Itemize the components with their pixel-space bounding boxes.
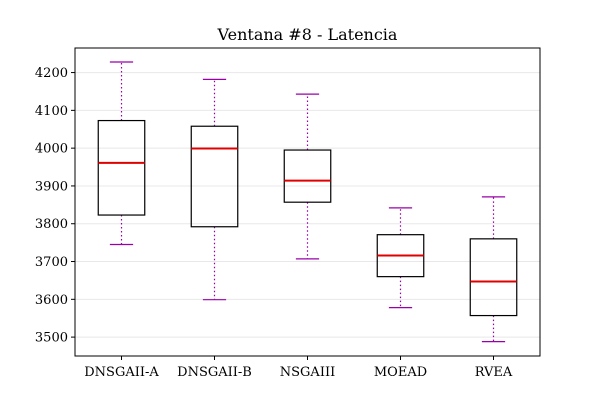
box-nsgaiii — [283, 93, 332, 260]
y-tick-label: 4000 — [35, 142, 68, 157]
y-tick-label: 3700 — [35, 255, 68, 270]
iqr-box — [469, 238, 518, 317]
y-tick-label: 3500 — [35, 331, 68, 346]
x-tick-label: DNSGAII-A — [84, 365, 159, 380]
x-axis: DNSGAII-A DNSGAII-B NSGAIII MOEAD RVEA — [84, 356, 513, 380]
box-rvea — [469, 196, 518, 343]
x-tick-label: DNSGAII-B — [177, 365, 252, 380]
box-moead — [376, 207, 425, 309]
grid-lines — [75, 72, 540, 338]
chart-title: Ventana #8 - Latencia — [217, 25, 398, 44]
y-tick-label: 3800 — [35, 217, 68, 232]
x-tick-label: RVEA — [475, 365, 513, 380]
box-dnsgaii-a — [97, 61, 146, 246]
x-tick-label: MOEAD — [374, 365, 427, 380]
y-tick-label: 3900 — [35, 179, 68, 194]
boxes-layer — [97, 61, 518, 343]
box-dnsgaii-b — [190, 78, 239, 301]
iqr-box — [97, 119, 146, 216]
y-axis: 3500 3600 3700 3800 3900 4000 4100 4200 — [35, 66, 75, 346]
iqr-box — [190, 125, 239, 228]
y-tick-label: 3600 — [35, 293, 68, 308]
iqr-box — [283, 149, 332, 203]
y-tick-label: 4100 — [35, 104, 68, 119]
y-tick-label: 4200 — [35, 66, 68, 81]
x-tick-label: NSGAIII — [280, 365, 335, 380]
